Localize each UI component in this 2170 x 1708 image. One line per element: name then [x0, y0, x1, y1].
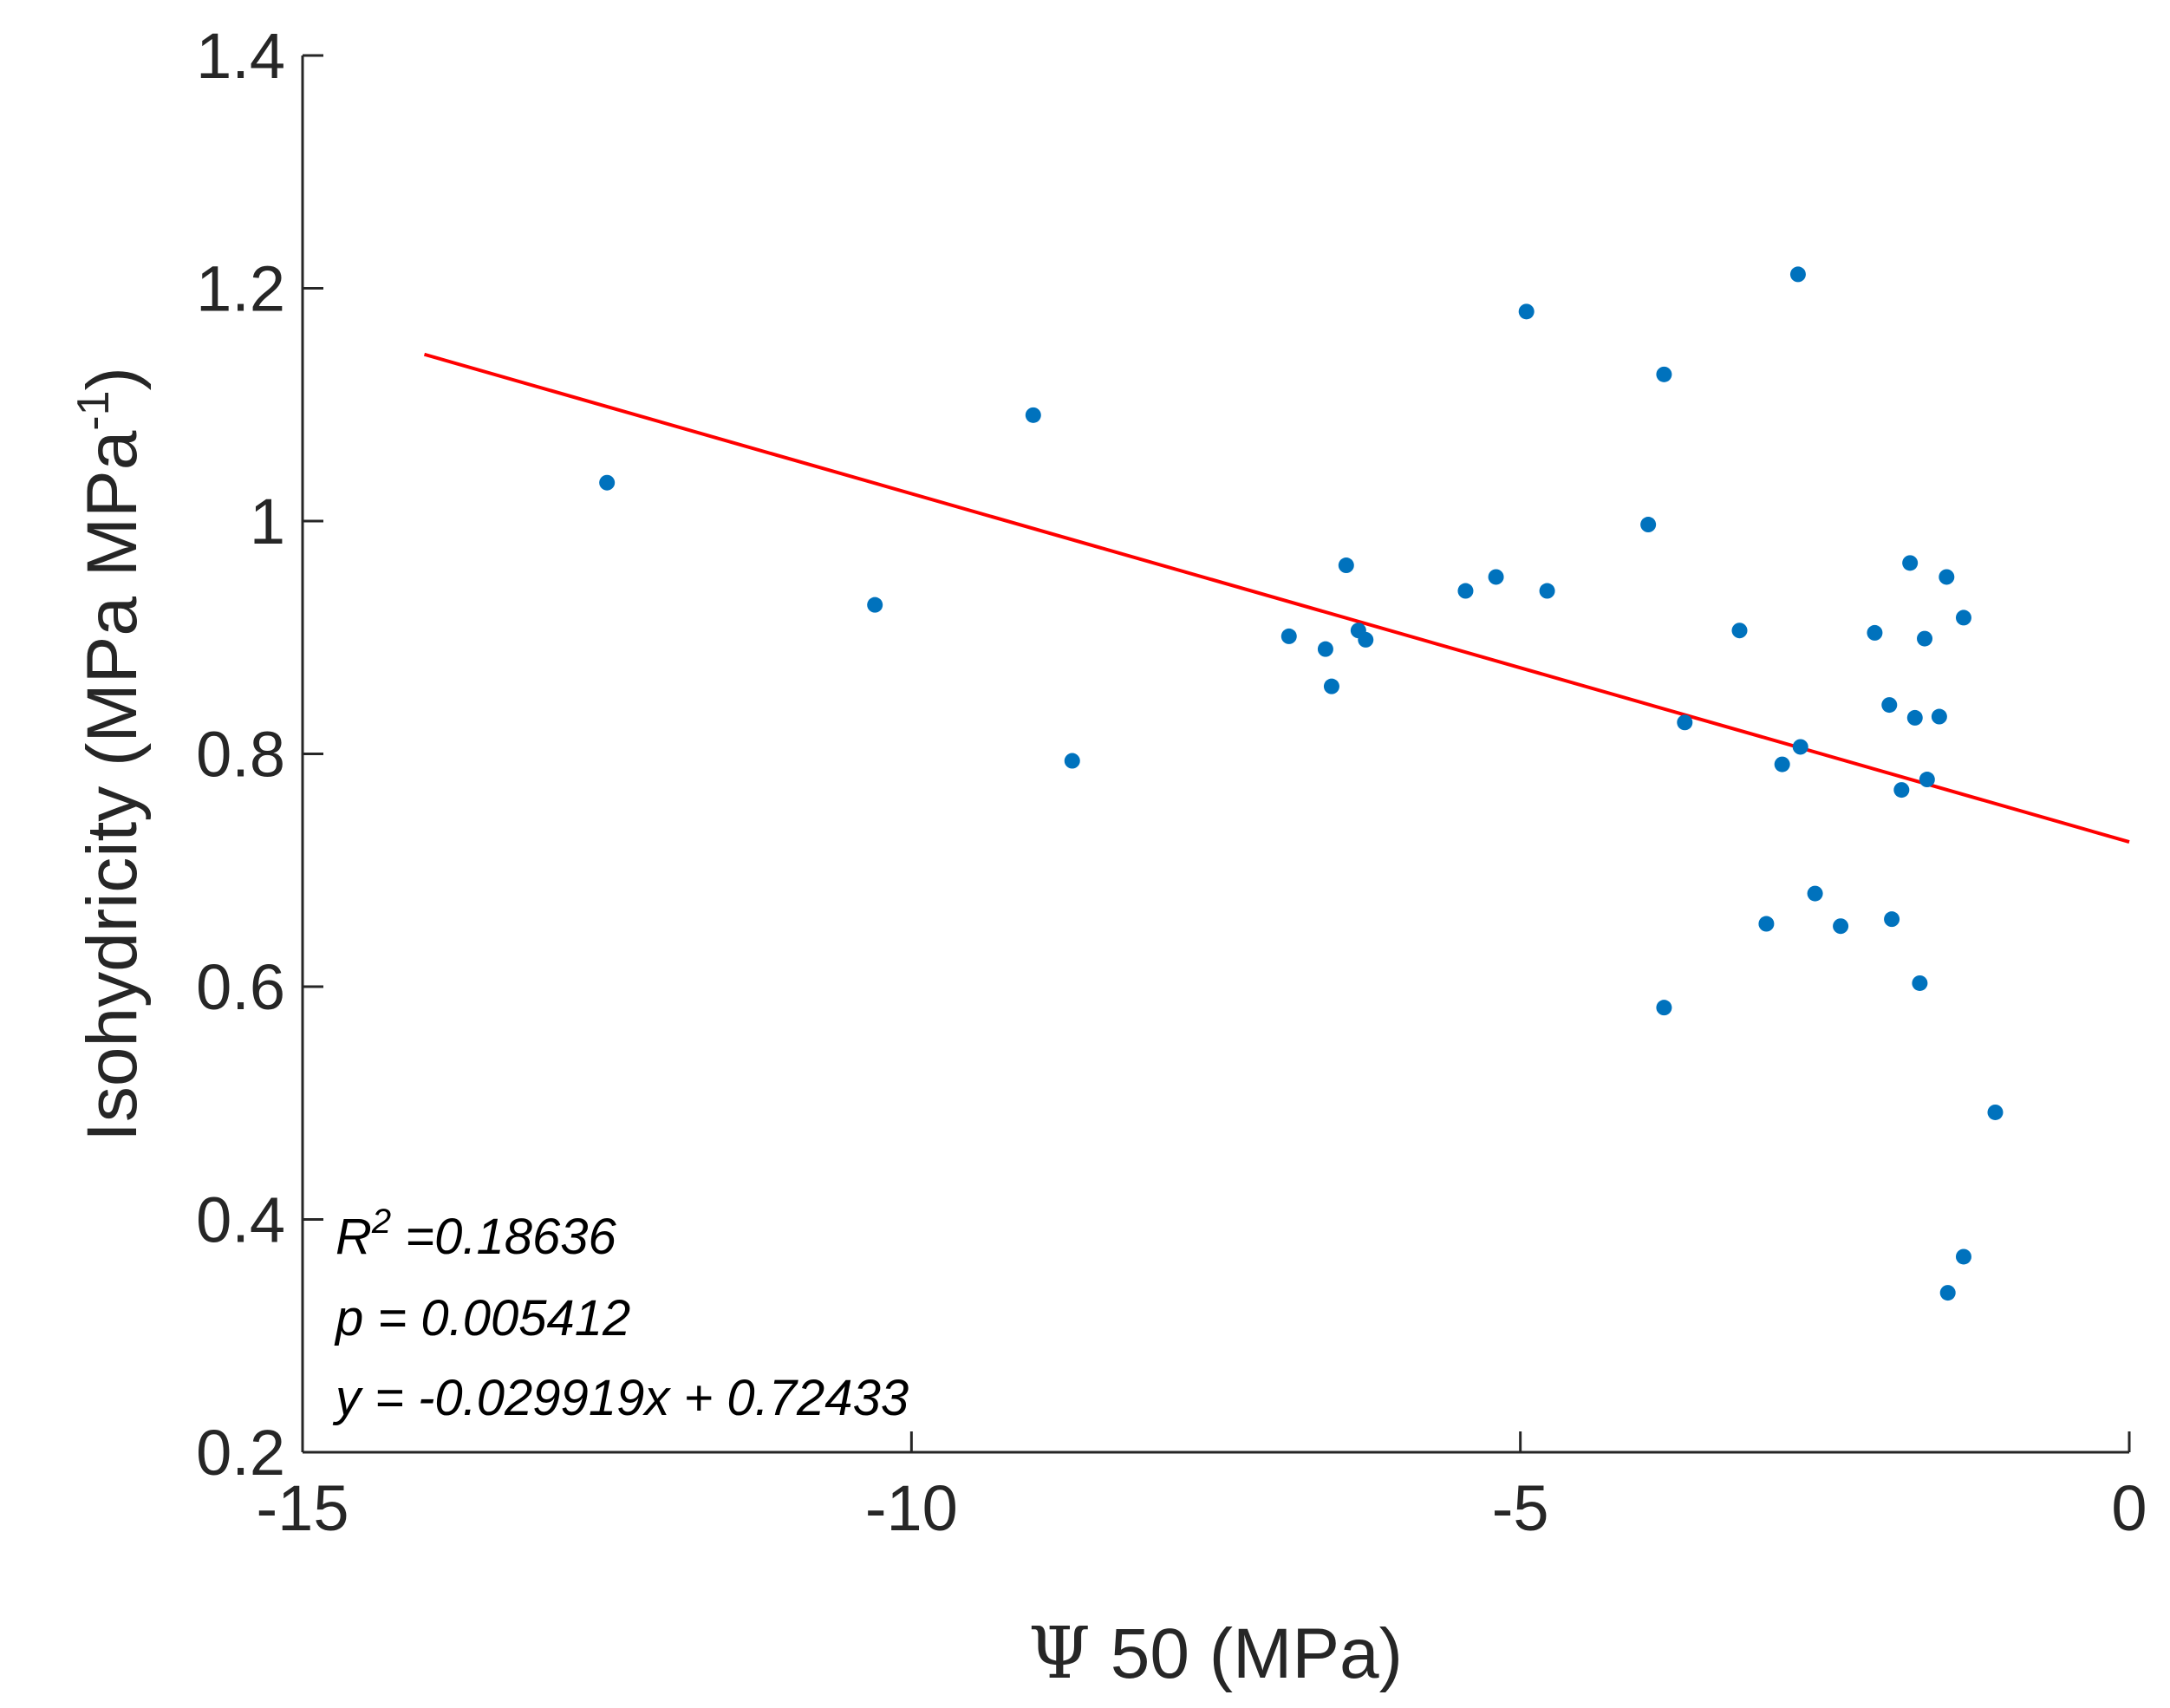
data-point — [1518, 303, 1535, 320]
data-point — [1789, 266, 1806, 283]
data-point — [1280, 628, 1297, 644]
data-point — [1774, 756, 1790, 773]
psi-symbol: Ψ — [1028, 1613, 1091, 1695]
data-point — [1881, 697, 1898, 714]
regression-line — [423, 352, 2130, 844]
x-tick-label: -5 — [1492, 1472, 1549, 1544]
data-point — [1939, 569, 1955, 585]
r-sup: 2 — [371, 1203, 391, 1241]
data-point — [1323, 678, 1339, 694]
fit-statistics: R2 =0.18636 p = 0.005412 y = -0.029919x … — [332, 1203, 909, 1426]
y-tick-label: 1.2 — [196, 253, 285, 325]
x-tick-label: 0 — [2111, 1472, 2147, 1544]
data-point — [1939, 1285, 1956, 1301]
data-point — [1955, 1248, 1971, 1265]
data-point — [1902, 555, 1919, 571]
data-point — [1677, 714, 1693, 731]
data-point — [867, 596, 883, 613]
y-ticks: 0.2 0.4 0.6 0.8 1 1.2 1.4 — [196, 20, 323, 1489]
x-ticks: -15 -10 -5 0 — [257, 1431, 2147, 1544]
x-tick-label: -10 — [865, 1472, 958, 1544]
y-tick-label: 1.4 — [196, 20, 285, 92]
data-point — [1906, 709, 1923, 726]
data-point — [1338, 557, 1354, 574]
data-point — [599, 474, 616, 491]
data-point — [1025, 407, 1041, 423]
data-point — [1792, 739, 1808, 755]
r-label: R — [336, 1209, 372, 1265]
y-tick-label: 0.4 — [196, 1184, 285, 1256]
data-point — [1640, 517, 1657, 533]
y-axis-label-sup: -1 — [68, 390, 119, 430]
p-value-text: p = 0.005412 — [334, 1290, 630, 1346]
data-point — [1656, 366, 1672, 382]
y-tick-label: 0.8 — [196, 719, 285, 791]
data-point — [1488, 569, 1504, 585]
r-value: =0.18636 — [391, 1209, 616, 1265]
data-point — [1539, 583, 1555, 599]
y-tick-label: 0.2 — [196, 1417, 285, 1489]
y-tick-label: 1 — [250, 486, 285, 557]
data-point — [1833, 918, 1849, 935]
data-point — [1758, 916, 1775, 932]
data-point — [1893, 782, 1910, 799]
r-squared-text: R2 =0.18636 — [336, 1203, 617, 1265]
data-point — [1457, 583, 1474, 599]
equation-text: y = -0.029919x + 0.72433 — [332, 1370, 909, 1426]
data-point — [1064, 753, 1080, 769]
data-point — [1731, 623, 1748, 639]
x-tick-label: -15 — [257, 1472, 349, 1544]
data-point — [1807, 885, 1823, 902]
y-tick-label: 0.6 — [196, 951, 285, 1023]
x-axis-title: Ψ 50 (MPa) — [1028, 1613, 1403, 1695]
data-point — [1867, 624, 1883, 641]
data-point — [1919, 772, 1935, 788]
data-point — [1317, 641, 1333, 657]
data-point — [1358, 631, 1374, 648]
x-axis-label-text: 50 (MPa) — [1091, 1614, 1403, 1693]
data-point — [1917, 630, 1933, 647]
data-point — [1884, 911, 1900, 928]
data-point — [1656, 1000, 1672, 1016]
y-axis-label-text: Isohydricity (MPa MPa — [73, 430, 152, 1142]
data-points — [599, 266, 2004, 1301]
y-axis-title: Isohydricity (MPa MPa-1) — [68, 367, 152, 1142]
data-point — [1931, 708, 1947, 725]
data-point — [1912, 975, 1928, 991]
data-point — [1955, 610, 1971, 626]
data-point — [1987, 1104, 2004, 1120]
y-axis-label-end: ) — [73, 367, 152, 390]
